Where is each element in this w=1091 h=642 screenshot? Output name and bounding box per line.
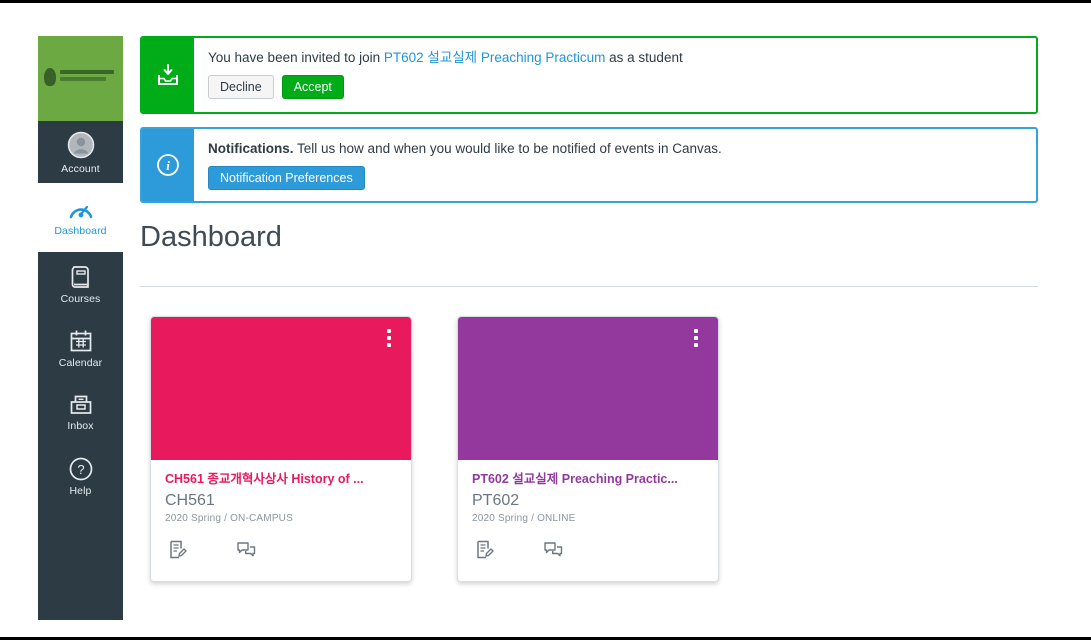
discussions-icon[interactable]: [542, 539, 564, 560]
alert-icon-box: [142, 38, 194, 112]
avatar-icon: [66, 130, 96, 160]
invitation-text-after: as a student: [605, 50, 683, 65]
invitation-text: You have been invited to join PT602 설교실제…: [208, 49, 683, 68]
notifications-text: Notifications. Tell us how and when you …: [208, 140, 722, 159]
invitation-actions: Decline Accept: [208, 74, 683, 99]
kebab-menu-icon[interactable]: [692, 327, 700, 349]
invitation-text-before: You have been invited to join: [208, 50, 384, 65]
sidebar-item-label: Calendar: [58, 356, 103, 369]
course-title-link[interactable]: CH561 종교개혁사상사 History of ...: [165, 472, 364, 486]
sidebar-lower-section: Courses Calendar: [38, 252, 123, 620]
invited-course-link[interactable]: PT602 설교실제 Preaching Practicum: [383, 50, 606, 65]
course-term: 2020 Spring / ON-CAMPUS: [165, 513, 293, 525]
decline-button[interactable]: Decline: [208, 74, 274, 99]
course-card-footer: [165, 539, 397, 560]
course-term: 2020 Spring / ONLINE: [472, 513, 576, 525]
assignments-icon[interactable]: [474, 539, 495, 560]
sidebar-item-label: Account: [61, 162, 100, 175]
heading-divider: [140, 286, 1038, 287]
alert-icon-box: i: [142, 129, 194, 201]
notifications-alert: i Notifications. Tell us how and when yo…: [140, 127, 1038, 203]
discussions-icon[interactable]: [235, 539, 257, 560]
main-content: You have been invited to join PT602 설교실제…: [140, 36, 1038, 582]
frame-border-top: [0, 0, 1091, 3]
notifications-title: Notifications.: [208, 141, 294, 156]
course-card-body: PT602 설교실제 Preaching Practic... PT602 20…: [458, 460, 718, 560]
sidebar-item-label: Courses: [60, 292, 101, 305]
sidebar-item-label: Inbox: [67, 419, 94, 432]
course-code: PT602: [472, 492, 520, 510]
course-title-link[interactable]: PT602 설교실제 Preaching Practic...: [472, 472, 678, 486]
info-icon: i: [155, 152, 181, 178]
page-title: Dashboard: [140, 221, 282, 253]
dashboard-cards-row: CH561 종교개혁사상사 History of ... CH561 2020 …: [150, 316, 1038, 582]
svg-text:i: i: [166, 158, 170, 173]
global-nav-sidebar: Account Dashboard: [38, 36, 123, 620]
alert-body: You have been invited to join PT602 설교실제…: [194, 38, 697, 112]
sidebar-item-calendar[interactable]: Calendar: [38, 316, 123, 380]
sidebar-item-courses[interactable]: Courses: [38, 252, 123, 316]
svg-text:?: ?: [77, 462, 84, 477]
sidebar-item-account[interactable]: Account: [38, 121, 123, 183]
assignments-icon[interactable]: [167, 539, 188, 560]
institution-logo-emblem-icon: [44, 68, 56, 86]
sidebar-filler: [38, 508, 123, 620]
course-card-body: CH561 종교개혁사상사 History of ... CH561 2020 …: [151, 460, 411, 560]
dashboard-gauge-icon: [67, 198, 95, 222]
institution-logo-text: [60, 70, 114, 84]
alert-body: Notifications. Tell us how and when you …: [194, 129, 736, 201]
institution-logo[interactable]: [38, 36, 123, 121]
sidebar-item-label: Dashboard: [54, 225, 107, 237]
calendar-icon: [68, 328, 94, 354]
course-invitation-alert: You have been invited to join PT602 설교실제…: [140, 36, 1038, 114]
sidebar-item-help[interactable]: ? Help: [38, 444, 123, 508]
course-code: CH561: [165, 492, 215, 510]
course-card-header[interactable]: [151, 317, 411, 460]
frame-border-bottom: [0, 637, 1091, 640]
notification-preferences-button[interactable]: Notification Preferences: [208, 165, 365, 190]
course-card: PT602 설교실제 Preaching Practic... PT602 20…: [457, 316, 719, 582]
sidebar-item-dashboard[interactable]: Dashboard: [38, 183, 123, 252]
course-card-footer: [472, 539, 704, 560]
course-card-header[interactable]: [458, 317, 718, 460]
notifications-description: Tell us how and when you would like to b…: [293, 141, 722, 156]
inbox-icon: [68, 393, 94, 417]
kebab-menu-icon[interactable]: [385, 327, 393, 349]
sidebar-item-inbox[interactable]: Inbox: [38, 380, 123, 444]
course-card: CH561 종교개혁사상사 History of ... CH561 2020 …: [150, 316, 412, 582]
accept-button[interactable]: Accept: [281, 74, 344, 99]
sidebar-item-label: Help: [69, 484, 92, 497]
help-icon: ?: [68, 456, 94, 482]
enrollment-invitation-icon: [154, 61, 182, 89]
courses-book-icon: [69, 264, 93, 290]
